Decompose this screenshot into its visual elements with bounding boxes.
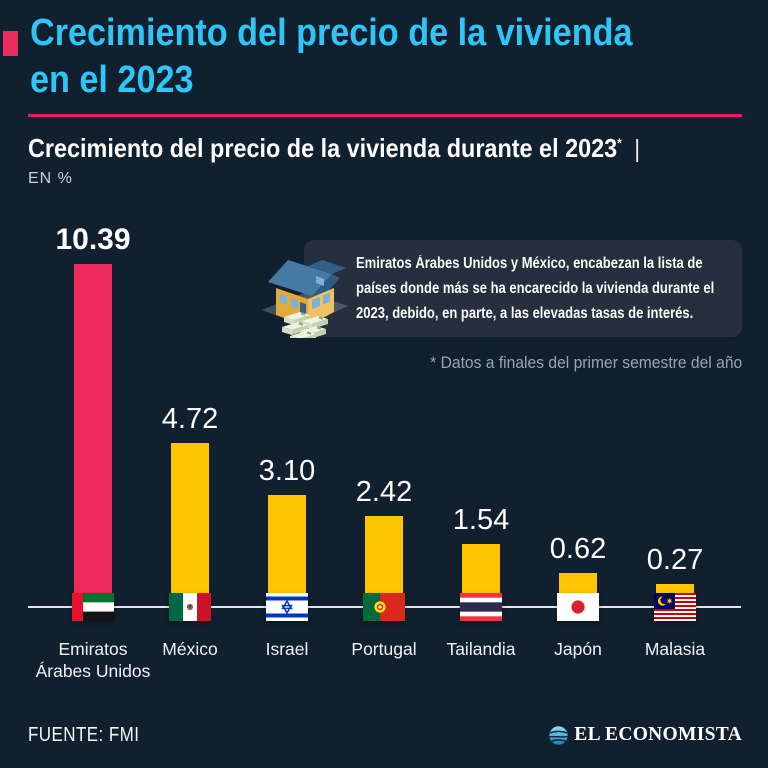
title-pipe: | xyxy=(634,135,641,163)
footnote: * Datos a finales del primer semestre de… xyxy=(429,353,742,372)
bar-category-label: Japón xyxy=(554,639,602,659)
callout-line-2: países donde más se ha encarecido la viv… xyxy=(356,280,715,297)
bar-category-label: México xyxy=(162,639,218,659)
callout-line-1: Emiratos Árabes Unidos y México, encabez… xyxy=(356,255,703,272)
flag-th-icon xyxy=(460,593,502,621)
house-money-icon xyxy=(262,260,348,338)
bar-category-label: Israel xyxy=(265,639,309,659)
pink-divider-line xyxy=(28,114,742,117)
footnote-marker: * xyxy=(617,135,622,151)
brand-name: EL ECONOMISTA xyxy=(574,724,742,745)
callout-box xyxy=(304,240,742,337)
chart-title-text: Crecimiento del precio de la vivienda du… xyxy=(28,133,618,163)
bar-category-label: Emiratos Árabes Unidos xyxy=(35,639,151,681)
flag-il-icon xyxy=(266,593,308,621)
bar-category-label: Portugal xyxy=(351,639,417,659)
accent-square xyxy=(3,31,18,56)
callout-line-3: 2023, debido, en parte, a las elevadas t… xyxy=(356,305,694,322)
page-title-line1: Crecimiento del precio de la vivienda xyxy=(30,12,633,54)
flag-pt-icon xyxy=(363,593,405,621)
bar-value-label: 2.42 xyxy=(355,476,413,508)
bar-value-label: 4.72 xyxy=(161,403,219,435)
unit-label: EN % xyxy=(28,170,73,187)
bar-category-label: Tailandia xyxy=(446,639,516,659)
bar-value-label: 0.27 xyxy=(646,544,704,576)
bar-value-label: 3.10 xyxy=(258,455,316,487)
flag-jp-icon xyxy=(557,593,599,621)
chart-title: Crecimiento del precio de la vivienda du… xyxy=(28,133,708,164)
page-title-line2: en el 2023 xyxy=(30,59,194,101)
flag-ae-icon xyxy=(72,593,114,621)
source-label: FUENTE: FMI xyxy=(28,724,140,746)
bar-mx xyxy=(171,443,209,615)
bar-value-label: 1.54 xyxy=(452,504,510,536)
brand-logo: EL ECONOMISTA xyxy=(548,724,742,746)
bar-value-label: 10.39 xyxy=(55,223,131,256)
el-economista-logo-icon xyxy=(549,725,568,745)
bar-value-label: 0.62 xyxy=(549,533,607,565)
flag-my-icon xyxy=(654,593,696,621)
flag-mx-icon xyxy=(169,593,211,621)
bar-ae xyxy=(74,264,112,615)
page-title: Crecimiento del precio de la vivienda en… xyxy=(30,10,699,104)
bar-category-label: Malasia xyxy=(644,639,706,659)
footnote-wrap: * Datos a finales del primer semestre de… xyxy=(403,353,742,373)
callout-text: Emiratos Árabes Unidos y México, encabez… xyxy=(356,251,768,326)
